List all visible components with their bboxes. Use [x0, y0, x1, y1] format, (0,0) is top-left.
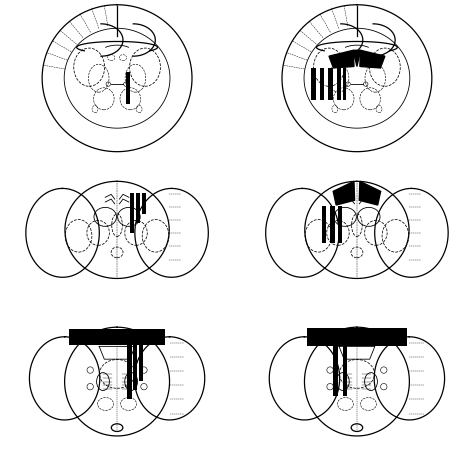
Bar: [343, 346, 347, 396]
Bar: [330, 206, 335, 243]
Bar: [337, 68, 341, 100]
Polygon shape: [329, 50, 354, 68]
Bar: [322, 206, 327, 243]
Polygon shape: [360, 50, 385, 68]
Bar: [338, 206, 342, 243]
Bar: [130, 193, 135, 233]
Bar: [328, 68, 333, 100]
Bar: [142, 193, 146, 214]
Bar: [134, 345, 137, 390]
Bar: [126, 73, 130, 104]
Bar: [320, 68, 324, 100]
Polygon shape: [333, 181, 355, 205]
Bar: [137, 193, 140, 223]
Bar: [311, 68, 316, 100]
Polygon shape: [353, 50, 361, 66]
Bar: [128, 345, 132, 400]
Polygon shape: [359, 181, 381, 205]
Bar: [139, 345, 143, 381]
Bar: [343, 68, 346, 100]
Bar: [69, 329, 165, 345]
Bar: [307, 328, 407, 346]
Bar: [333, 346, 338, 396]
